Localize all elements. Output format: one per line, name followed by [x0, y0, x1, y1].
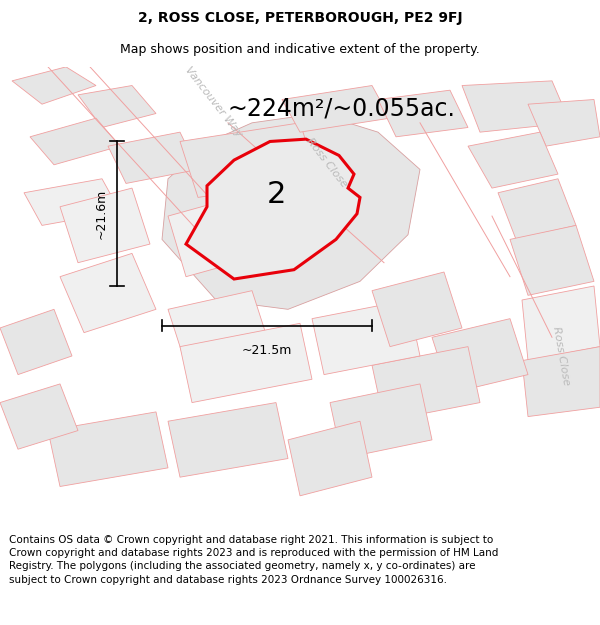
Polygon shape [510, 226, 594, 296]
Polygon shape [180, 323, 312, 402]
Polygon shape [522, 286, 600, 361]
Polygon shape [108, 132, 198, 184]
Polygon shape [12, 67, 96, 104]
Text: Contains OS data © Crown copyright and database right 2021. This information is : Contains OS data © Crown copyright and d… [9, 535, 499, 584]
Polygon shape [168, 402, 288, 477]
Polygon shape [30, 118, 120, 165]
Text: 2: 2 [266, 181, 286, 209]
Polygon shape [372, 347, 480, 421]
Polygon shape [282, 86, 390, 132]
Polygon shape [288, 421, 372, 496]
Polygon shape [372, 272, 462, 347]
Polygon shape [0, 309, 72, 374]
Text: Ross Close: Ross Close [551, 326, 571, 386]
Polygon shape [60, 188, 150, 262]
Text: ~21.5m: ~21.5m [242, 344, 292, 357]
Polygon shape [48, 412, 168, 486]
Text: ~224m²/~0.055ac.: ~224m²/~0.055ac. [228, 97, 456, 121]
Polygon shape [312, 300, 420, 374]
Text: 2, ROSS CLOSE, PETERBOROUGH, PE2 9FJ: 2, ROSS CLOSE, PETERBOROUGH, PE2 9FJ [137, 11, 463, 26]
Polygon shape [522, 347, 600, 416]
Polygon shape [468, 132, 558, 188]
Polygon shape [498, 179, 576, 239]
Polygon shape [24, 179, 120, 226]
Polygon shape [180, 123, 318, 198]
Polygon shape [78, 86, 156, 127]
Polygon shape [168, 192, 270, 277]
Polygon shape [330, 384, 432, 459]
Polygon shape [168, 291, 270, 365]
Polygon shape [162, 114, 420, 309]
Text: Vancouver Way: Vancouver Way [182, 65, 244, 139]
Polygon shape [0, 384, 78, 449]
Polygon shape [378, 90, 468, 137]
Text: Map shows position and indicative extent of the property.: Map shows position and indicative extent… [120, 42, 480, 56]
Text: ~21.6m: ~21.6m [95, 189, 108, 239]
Polygon shape [186, 139, 360, 279]
Polygon shape [432, 319, 528, 393]
Polygon shape [60, 253, 156, 332]
Text: Ross Close: Ross Close [305, 136, 349, 189]
Polygon shape [462, 81, 570, 132]
Polygon shape [528, 99, 600, 146]
